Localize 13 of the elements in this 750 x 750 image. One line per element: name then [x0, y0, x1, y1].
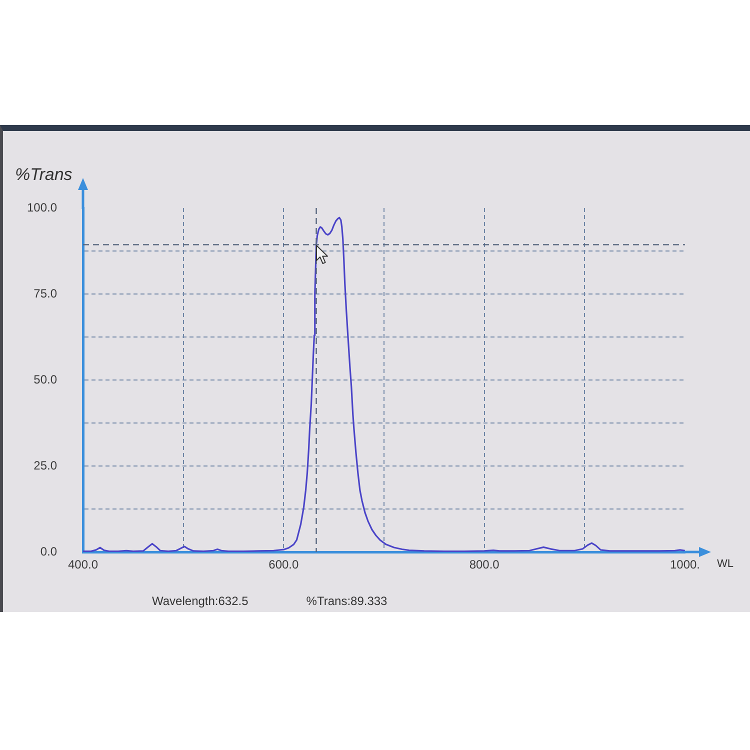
- y-tick-label: 50.0: [34, 372, 58, 386]
- x-tick-label: 600.0: [268, 558, 300, 572]
- y-tick-label: 100.0: [26, 200, 58, 214]
- x-tick-label: 1000.: [670, 558, 700, 572]
- y-axis-title: %Trans: [15, 165, 73, 184]
- x-tick-label: 400.0: [68, 558, 98, 572]
- text: %Trans:89.333: [306, 594, 388, 608]
- y-tick-label: 0.0: [40, 544, 58, 558]
- x-axis-title: WL: [717, 558, 734, 570]
- x-tick-label: 800.0: [469, 558, 500, 572]
- text: Wavelength:632.5: [152, 594, 248, 608]
- y-tick-label: 75.0: [34, 286, 58, 300]
- y-tick-label: 25.0: [34, 458, 58, 472]
